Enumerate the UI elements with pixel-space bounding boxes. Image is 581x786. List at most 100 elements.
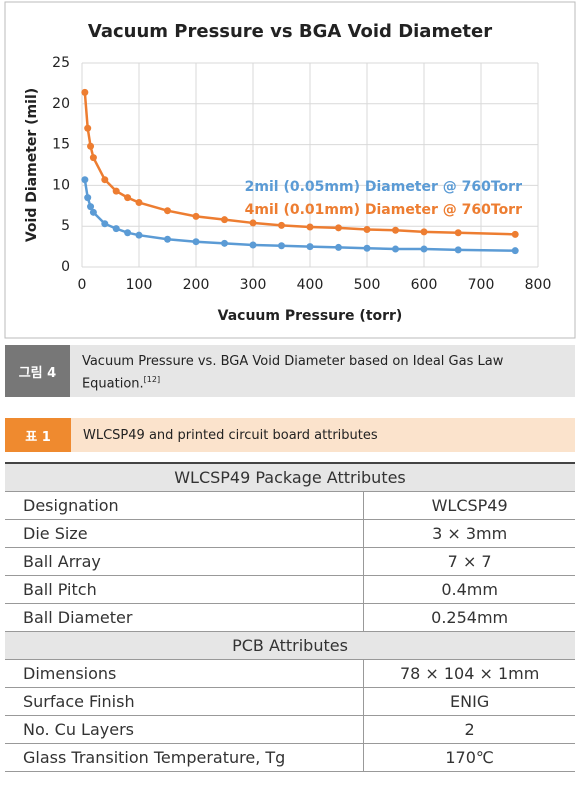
table-row: Ball Pitch 0.4mm <box>5 575 575 604</box>
attribute-value: 3 × 3mm <box>363 519 575 548</box>
table-row: Designation WLCSP49 <box>5 491 575 520</box>
data-point <box>278 242 285 250</box>
data-point <box>420 228 428 236</box>
data-point <box>101 176 109 184</box>
data-point <box>454 246 462 254</box>
data-point <box>249 241 257 249</box>
attribute-name: No. Cu Layers <box>5 715 364 744</box>
y-axis-label: Void Diameter (mil) <box>24 88 40 242</box>
data-point <box>84 124 92 132</box>
table-caption: 표 1 WLCSP49 and printed circuit board at… <box>5 418 575 452</box>
attribute-value: 2 <box>363 715 575 744</box>
attribute-name: Surface Finish <box>5 687 364 716</box>
y-tick-label: 10 <box>52 177 70 193</box>
attribute-name: Dimensions <box>5 659 364 688</box>
data-point <box>84 194 92 202</box>
figure-caption: 그림 4 Vacuum Pressure vs. BGA Void Diamet… <box>5 345 575 397</box>
data-point <box>164 207 171 215</box>
section-row: PCB Attributes <box>5 631 575 660</box>
data-point <box>306 223 314 231</box>
data-point <box>124 229 132 237</box>
x-tick-label: 700 <box>468 277 495 293</box>
data-point <box>278 221 285 229</box>
data-point <box>81 176 89 184</box>
data-point <box>392 245 399 253</box>
attribute-value: 0.254mm <box>363 603 575 632</box>
x-tick-label: 800 <box>525 277 552 293</box>
data-point <box>221 239 228 247</box>
series-line <box>83 92 516 236</box>
chart-title: Vacuum Pressure vs BGA Void Diameter <box>88 21 492 42</box>
x-tick-label: 600 <box>411 277 438 293</box>
attributes-table: WLCSP49 Package Attributes Designation WLC… <box>5 462 575 772</box>
data-point <box>335 243 342 251</box>
data-point <box>164 235 171 243</box>
data-point <box>306 243 314 251</box>
table-row: No. Cu Layers 2 <box>5 715 575 744</box>
table-row: Dimensions 78 × 104 × 1mm <box>5 659 575 688</box>
section-title: PCB Attributes <box>5 631 575 660</box>
x-tick-label: 200 <box>183 277 210 293</box>
attribute-value: 0.4mm <box>363 575 575 604</box>
attribute-name: Ball Pitch <box>5 575 364 604</box>
table-caption-text: WLCSP49 and printed circuit board attrib… <box>83 427 378 443</box>
data-point <box>135 199 143 207</box>
section-title: WLCSP49 Package Attributes <box>5 463 575 492</box>
attribute-value: ENIG <box>363 687 575 716</box>
attribute-name: Die Size <box>5 519 364 548</box>
data-point <box>363 244 371 252</box>
x-tick-label: 400 <box>297 277 324 293</box>
table-row: Die Size 3 × 3mm <box>5 519 575 548</box>
table-row: Ball Array 7 × 7 <box>5 547 575 576</box>
data-point <box>135 231 143 239</box>
data-point <box>112 225 120 233</box>
attribute-name: Ball Diameter <box>5 603 364 632</box>
data-point <box>192 212 200 220</box>
x-tick-label: 300 <box>240 277 267 293</box>
attribute-name: Glass Transition Temperature, Tg <box>5 743 364 772</box>
y-tick-label: 0 <box>61 259 70 275</box>
data-point <box>221 216 228 224</box>
attribute-value: WLCSP49 <box>363 491 575 520</box>
data-point <box>392 226 399 234</box>
data-point <box>112 187 120 195</box>
x-tick-label: 100 <box>126 277 153 293</box>
data-point <box>124 194 132 202</box>
data-point <box>87 142 95 150</box>
chart: Vacuum Pressure vs BGA Void Diameter Vac… <box>4 1 576 339</box>
data-point <box>420 245 428 253</box>
y-tick-label: 5 <box>61 218 70 234</box>
y-tick-label: 20 <box>52 96 70 112</box>
attribute-value: 7 × 7 <box>363 547 575 576</box>
data-point <box>249 219 257 227</box>
table-row: Surface Finish ENIG <box>5 687 575 716</box>
data-point <box>87 203 95 211</box>
data-point <box>89 208 97 216</box>
data-point <box>511 230 519 238</box>
table-label: 표 1 <box>5 418 71 452</box>
x-tick-label: 0 <box>78 277 87 293</box>
data-point <box>454 229 462 237</box>
data-point <box>363 225 371 233</box>
table-row: Ball Diameter 0.254mm <box>5 603 575 632</box>
x-tick-label: 500 <box>354 277 381 293</box>
legend-entry: 2mil (0.05mm) Diameter @ 760Torr <box>245 179 522 195</box>
data-point <box>511 247 519 255</box>
data-point <box>89 154 97 162</box>
data-point <box>335 224 342 232</box>
attribute-name: Ball Array <box>5 547 364 576</box>
legend-entry: 4mil (0.01mm) Diameter @ 760Torr <box>245 202 522 218</box>
figure-text: Vacuum Pressure vs. BGA Void Diameter ba… <box>70 345 575 397</box>
table-row: Glass Transition Temperature, Tg 170℃ <box>5 743 575 772</box>
y-tick-label: 25 <box>52 55 70 71</box>
caption-ref: [12] <box>143 375 161 384</box>
caption-text: Vacuum Pressure vs. BGA Void Diameter ba… <box>81 354 504 392</box>
section-row: WLCSP49 Package Attributes <box>5 463 575 492</box>
y-tick-label: 15 <box>52 137 70 153</box>
figure-label: 그림 4 <box>5 345 70 397</box>
attribute-name: Designation <box>5 491 364 520</box>
data-point <box>101 220 109 228</box>
attribute-value: 78 × 104 × 1mm <box>363 659 575 688</box>
x-axis-label: Vacuum Pressure (torr) <box>218 308 403 324</box>
